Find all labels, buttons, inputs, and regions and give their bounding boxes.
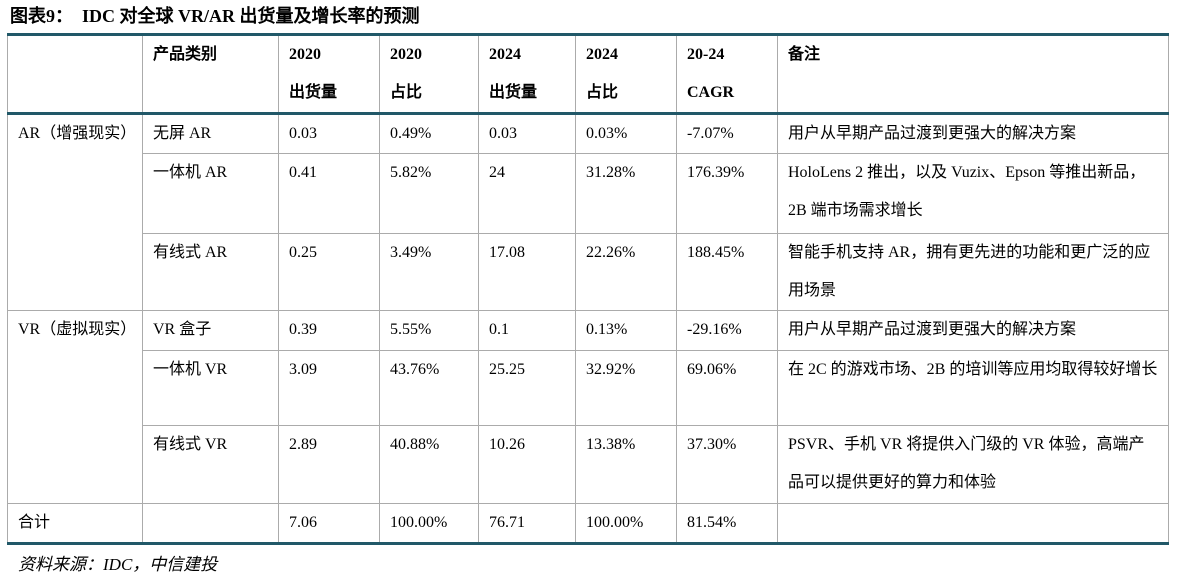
cell-2020-share: 0.49%	[379, 113, 479, 154]
group-cell-vr: VR（虚拟现实）	[7, 310, 143, 504]
header-remarks: 备注	[777, 34, 1169, 115]
header-2020-share: 2020 占比	[379, 34, 479, 115]
cell-2024-share: 0.03%	[575, 113, 677, 154]
cell-remark: 在 2C 的游戏市场、2B 的培训等应用均取得较好增长	[777, 350, 1169, 426]
vr-ar-forecast-table: 产品类别 2020 出货量 2020 占比 2024 出货量 2024 占比	[7, 33, 1169, 545]
source-note: 资料来源：IDC，中信建投	[18, 555, 218, 572]
table-row: 有线式 AR 0.25 3.49% 17.08 22.26% 188.45% 智…	[8, 233, 1169, 311]
header-2020-shipments: 2020 出货量	[278, 34, 380, 115]
header-label: 出货量	[289, 84, 338, 101]
cell-2020-share: 40.88%	[379, 425, 479, 504]
cell-product: VR 盒子	[142, 310, 279, 351]
cell-product: 无屏 AR	[142, 113, 279, 154]
cell-remark: 智能手机支持 AR，拥有更先进的功能和更广泛的应用场景	[777, 233, 1169, 311]
header-cagr: 20-24 CAGR	[676, 34, 778, 115]
cell-2024-share: 0.13%	[575, 310, 677, 351]
cell-remark: 用户从早期产品过渡到更强大的解决方案	[777, 113, 1169, 154]
cell-cagr: -29.16%	[676, 310, 778, 351]
table-row: 一体机 AR 0.41 5.82% 24 31.28% 176.39% Holo…	[8, 153, 1169, 234]
cell-2020-share: 43.76%	[379, 350, 479, 426]
cell-2020-share: 5.55%	[379, 310, 479, 351]
header-product-category: 产品类别	[142, 34, 279, 115]
header-label: 占比	[390, 84, 423, 101]
table-row: 有线式 VR 2.89 40.88% 10.26 13.38% 37.30% P…	[8, 425, 1169, 504]
cell-product: 有线式 VR	[142, 425, 279, 504]
cell-product: 有线式 AR	[142, 233, 279, 311]
cell-remark	[777, 503, 1169, 544]
header-2024-share: 2024 占比	[575, 34, 677, 115]
cell-2020-share: 3.49%	[379, 233, 479, 311]
cell-product: 一体机 AR	[142, 153, 279, 234]
cell-2024-shipments: 0.03	[478, 113, 576, 154]
cell-2024-share: 100.00%	[575, 503, 677, 544]
header-blank	[7, 34, 143, 115]
header-label: 占比	[586, 84, 619, 101]
cell-product: 一体机 VR	[142, 350, 279, 426]
table-row: VR（虚拟现实） VR 盒子 0.39 5.55% 0.1 0.13% -29.…	[7, 310, 1169, 504]
cell-2024-share: 13.38%	[575, 425, 677, 504]
header-row: 产品类别 2020 出货量 2020 占比 2024 出货量 2024 占比	[7, 34, 1169, 115]
cell-2024-shipments: 17.08	[478, 233, 576, 311]
cell-2024-shipments: 76.71	[478, 503, 576, 544]
cell-remark: PSVR、手机 VR 将提供入门级的 VR 体验，高端产品可以提供更好的算力和体…	[777, 425, 1169, 504]
cell-cagr: -7.07%	[676, 113, 778, 154]
cell-cagr: 176.39%	[676, 153, 778, 234]
cell-2020-share: 5.82%	[379, 153, 479, 234]
cell-2024-shipments: 0.1	[478, 310, 576, 351]
cell-2020-shipments: 7.06	[278, 503, 380, 544]
total-row: 合计 7.06 100.00% 76.71 100.00% 81.54%	[7, 503, 1169, 544]
header-label: 产品类别	[153, 46, 218, 63]
cell-2020-shipments: 0.03	[278, 113, 380, 154]
cell-2020-shipments: 3.09	[278, 350, 380, 426]
cell-2024-shipments: 24	[478, 153, 576, 234]
header-label: 2020	[390, 46, 422, 63]
header-2024-shipments: 2024 出货量	[478, 34, 576, 115]
cell-2020-shipments: 0.39	[278, 310, 380, 351]
cell-2024-shipments: 10.26	[478, 425, 576, 504]
header-label: CAGR	[687, 84, 735, 101]
cell-2020-shipments: 0.25	[278, 233, 380, 311]
cell-2024-share: 31.28%	[575, 153, 677, 234]
header-label: 20-24	[687, 46, 725, 63]
header-label: 出货量	[489, 84, 538, 101]
cell-cagr: 188.45%	[676, 233, 778, 311]
header-label: 2024	[586, 46, 618, 63]
header-label: 备注	[788, 46, 821, 63]
figure-title: 图表9： IDC 对全球 VR/AR 出货量及增长率的预测	[10, 6, 420, 26]
header-label: 2020	[289, 46, 321, 63]
cell-cagr: 37.30%	[676, 425, 778, 504]
cell-remark: HoloLens 2 推出，以及 Vuzix、Epson 等推出新品，2B 端市…	[777, 153, 1169, 234]
header-label: 2024	[489, 46, 521, 63]
cell-2020-share: 100.00%	[379, 503, 479, 544]
cell-2024-share: 22.26%	[575, 233, 677, 311]
cell-2020-shipments: 0.41	[278, 153, 380, 234]
cell-2024-shipments: 25.25	[478, 350, 576, 426]
cell-cagr: 69.06%	[676, 350, 778, 426]
group-cell-ar: AR（增强现实）	[7, 113, 143, 311]
cell-total-label: 合计	[7, 503, 143, 544]
cell-product	[142, 503, 279, 544]
cell-remark: 用户从早期产品过渡到更强大的解决方案	[777, 310, 1169, 351]
table-row: AR（增强现实） 无屏 AR 0.03 0.49% 0.03 0.03% -7.…	[7, 113, 1169, 311]
cell-2024-share: 32.92%	[575, 350, 677, 426]
cell-cagr: 81.54%	[676, 503, 778, 544]
cell-2020-shipments: 2.89	[278, 425, 380, 504]
table-row: 一体机 VR 3.09 43.76% 25.25 32.92% 69.06% 在…	[8, 350, 1169, 426]
